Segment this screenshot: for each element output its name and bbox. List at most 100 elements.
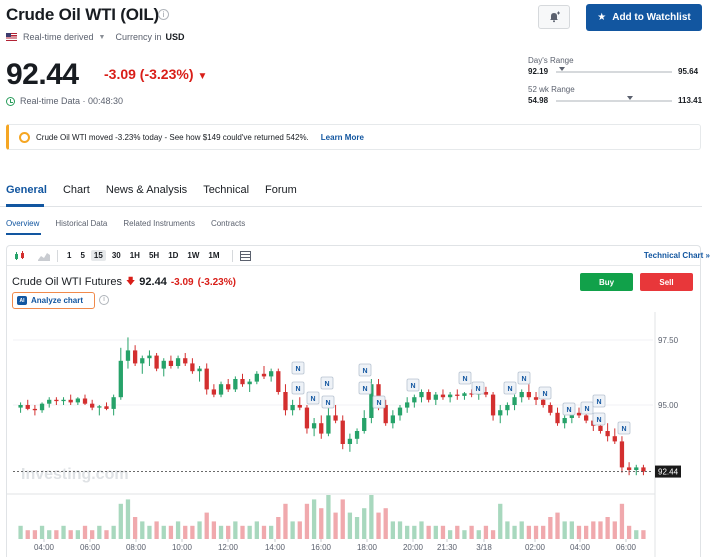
candle-body [462,393,467,396]
interval-1m[interactable]: 1M [208,251,220,260]
volume-bar [455,525,460,539]
interval-15[interactable]: 15 [90,250,106,261]
news-marker-label: N [507,386,512,393]
news-marker[interactable]: N [592,412,606,426]
news-marker[interactable]: N [320,376,334,390]
x-tick-label: 04:00 [570,543,591,552]
news-marker[interactable]: N [580,401,594,415]
info-icon[interactable]: i [99,295,109,305]
chevron-down-icon[interactable]: ▼ [98,33,106,41]
technical-chart-link[interactable]: Technical Chart » [644,251,710,260]
volume-bar [626,525,632,539]
settings-table-icon[interactable] [239,250,253,262]
volume-bar [75,530,80,539]
volume-bar [483,525,489,539]
x-tick-label: 08:00 [126,543,147,552]
realtime-derived-label[interactable]: Real-time derived [23,32,94,42]
interval-5[interactable]: 5 [80,251,85,260]
tab-general[interactable]: General [6,184,47,196]
day-range-high: 95.64 [678,67,699,76]
news-marker-box [592,394,606,408]
tab-forum[interactable]: Forum [265,184,297,196]
volume-bar [311,499,317,539]
news-marker[interactable]: N [358,363,372,377]
news-marker[interactable]: N [358,381,372,395]
volume-bars [18,495,646,539]
volume-bar [333,512,338,539]
volume-bar [68,530,73,539]
candle-body [39,403,45,411]
tab-news-analysis[interactable]: News & Analysis [105,184,188,196]
subtab-overview[interactable]: Overview [6,219,40,228]
interval-1h[interactable]: 1H [129,251,140,260]
volume-bar [197,521,202,539]
volume-bar [25,530,30,539]
buy-button[interactable]: Buy [580,273,633,291]
candle-body [204,368,209,390]
news-marker[interactable]: N [503,381,517,395]
alert-button[interactable] [538,5,570,29]
candle-body [512,397,517,405]
news-marker-label: N [596,417,601,424]
news-marker[interactable]: N [406,378,420,392]
news-marker-box [580,401,594,415]
x-tick-label: 06:00 [80,543,101,552]
candle-body [369,384,374,418]
volume-bar [490,530,496,539]
interval-1d[interactable]: 1D [168,251,179,260]
subtab-historical-data[interactable]: Historical Data [55,219,108,228]
news-marker[interactable]: N [306,391,320,405]
news-marker[interactable]: N [458,371,472,385]
news-marker[interactable]: N [592,394,606,408]
volume-bar [140,521,145,539]
volume-bar [383,508,388,539]
news-marker[interactable]: N [321,395,335,409]
volume-bar [32,530,38,539]
candle-body [562,418,567,424]
futures-name: Crude Oil WTI Futures [12,276,123,288]
news-marker-box [321,395,335,409]
analyze-chart-button[interactable]: AI Analyze chart [12,292,95,309]
news-marker-box [503,381,517,395]
info-icon[interactable]: i [158,9,169,20]
learn-more-link[interactable]: Learn More [320,132,364,142]
volume-bar [283,503,288,539]
interval-5h[interactable]: 5H [148,251,160,260]
interval-1w[interactable]: 1W [187,251,200,260]
subtab-related-instruments[interactable]: Related Instruments [123,219,195,228]
news-marker[interactable]: N [538,386,552,400]
volume-bar [39,525,45,539]
interval-1[interactable]: 1 [67,251,72,260]
volume-bar [54,530,59,539]
coin-icon [19,131,30,143]
volume-bar [462,530,467,539]
candle-body [469,393,474,395]
candle-body [147,355,152,359]
news-marker[interactable]: N [291,381,305,395]
news-marker[interactable]: N [517,371,531,385]
news-marker[interactable]: N [562,402,576,416]
news-marker[interactable]: N [372,395,386,409]
candlestick-type-icon[interactable] [13,250,27,262]
add-to-watchlist-button[interactable]: ★ Add to Watchlist [586,4,702,31]
tab-technical[interactable]: Technical [203,184,250,196]
volume-bar [584,525,589,539]
volume-bar [419,521,424,539]
bell-plus-icon [550,11,560,23]
interval-30[interactable]: 30 [111,251,121,260]
volume-bar [168,525,174,539]
banner-text: Crude Oil WTI moved -3.23% today - See h… [36,132,309,142]
volume-bar [619,503,625,539]
tab-chart[interactable]: Chart [62,184,90,196]
news-marker[interactable]: N [617,421,631,435]
tabs-divider [0,206,702,207]
sell-button[interactable]: Sell [640,273,693,291]
subtab-contracts[interactable]: Contracts [210,219,246,228]
news-marker[interactable]: N [291,361,305,375]
news-marker[interactable]: N [471,381,485,395]
area-chart-type-icon[interactable] [37,250,51,262]
news-marker-box [291,361,305,375]
candle-body [319,423,324,434]
volume-bar [183,525,188,539]
